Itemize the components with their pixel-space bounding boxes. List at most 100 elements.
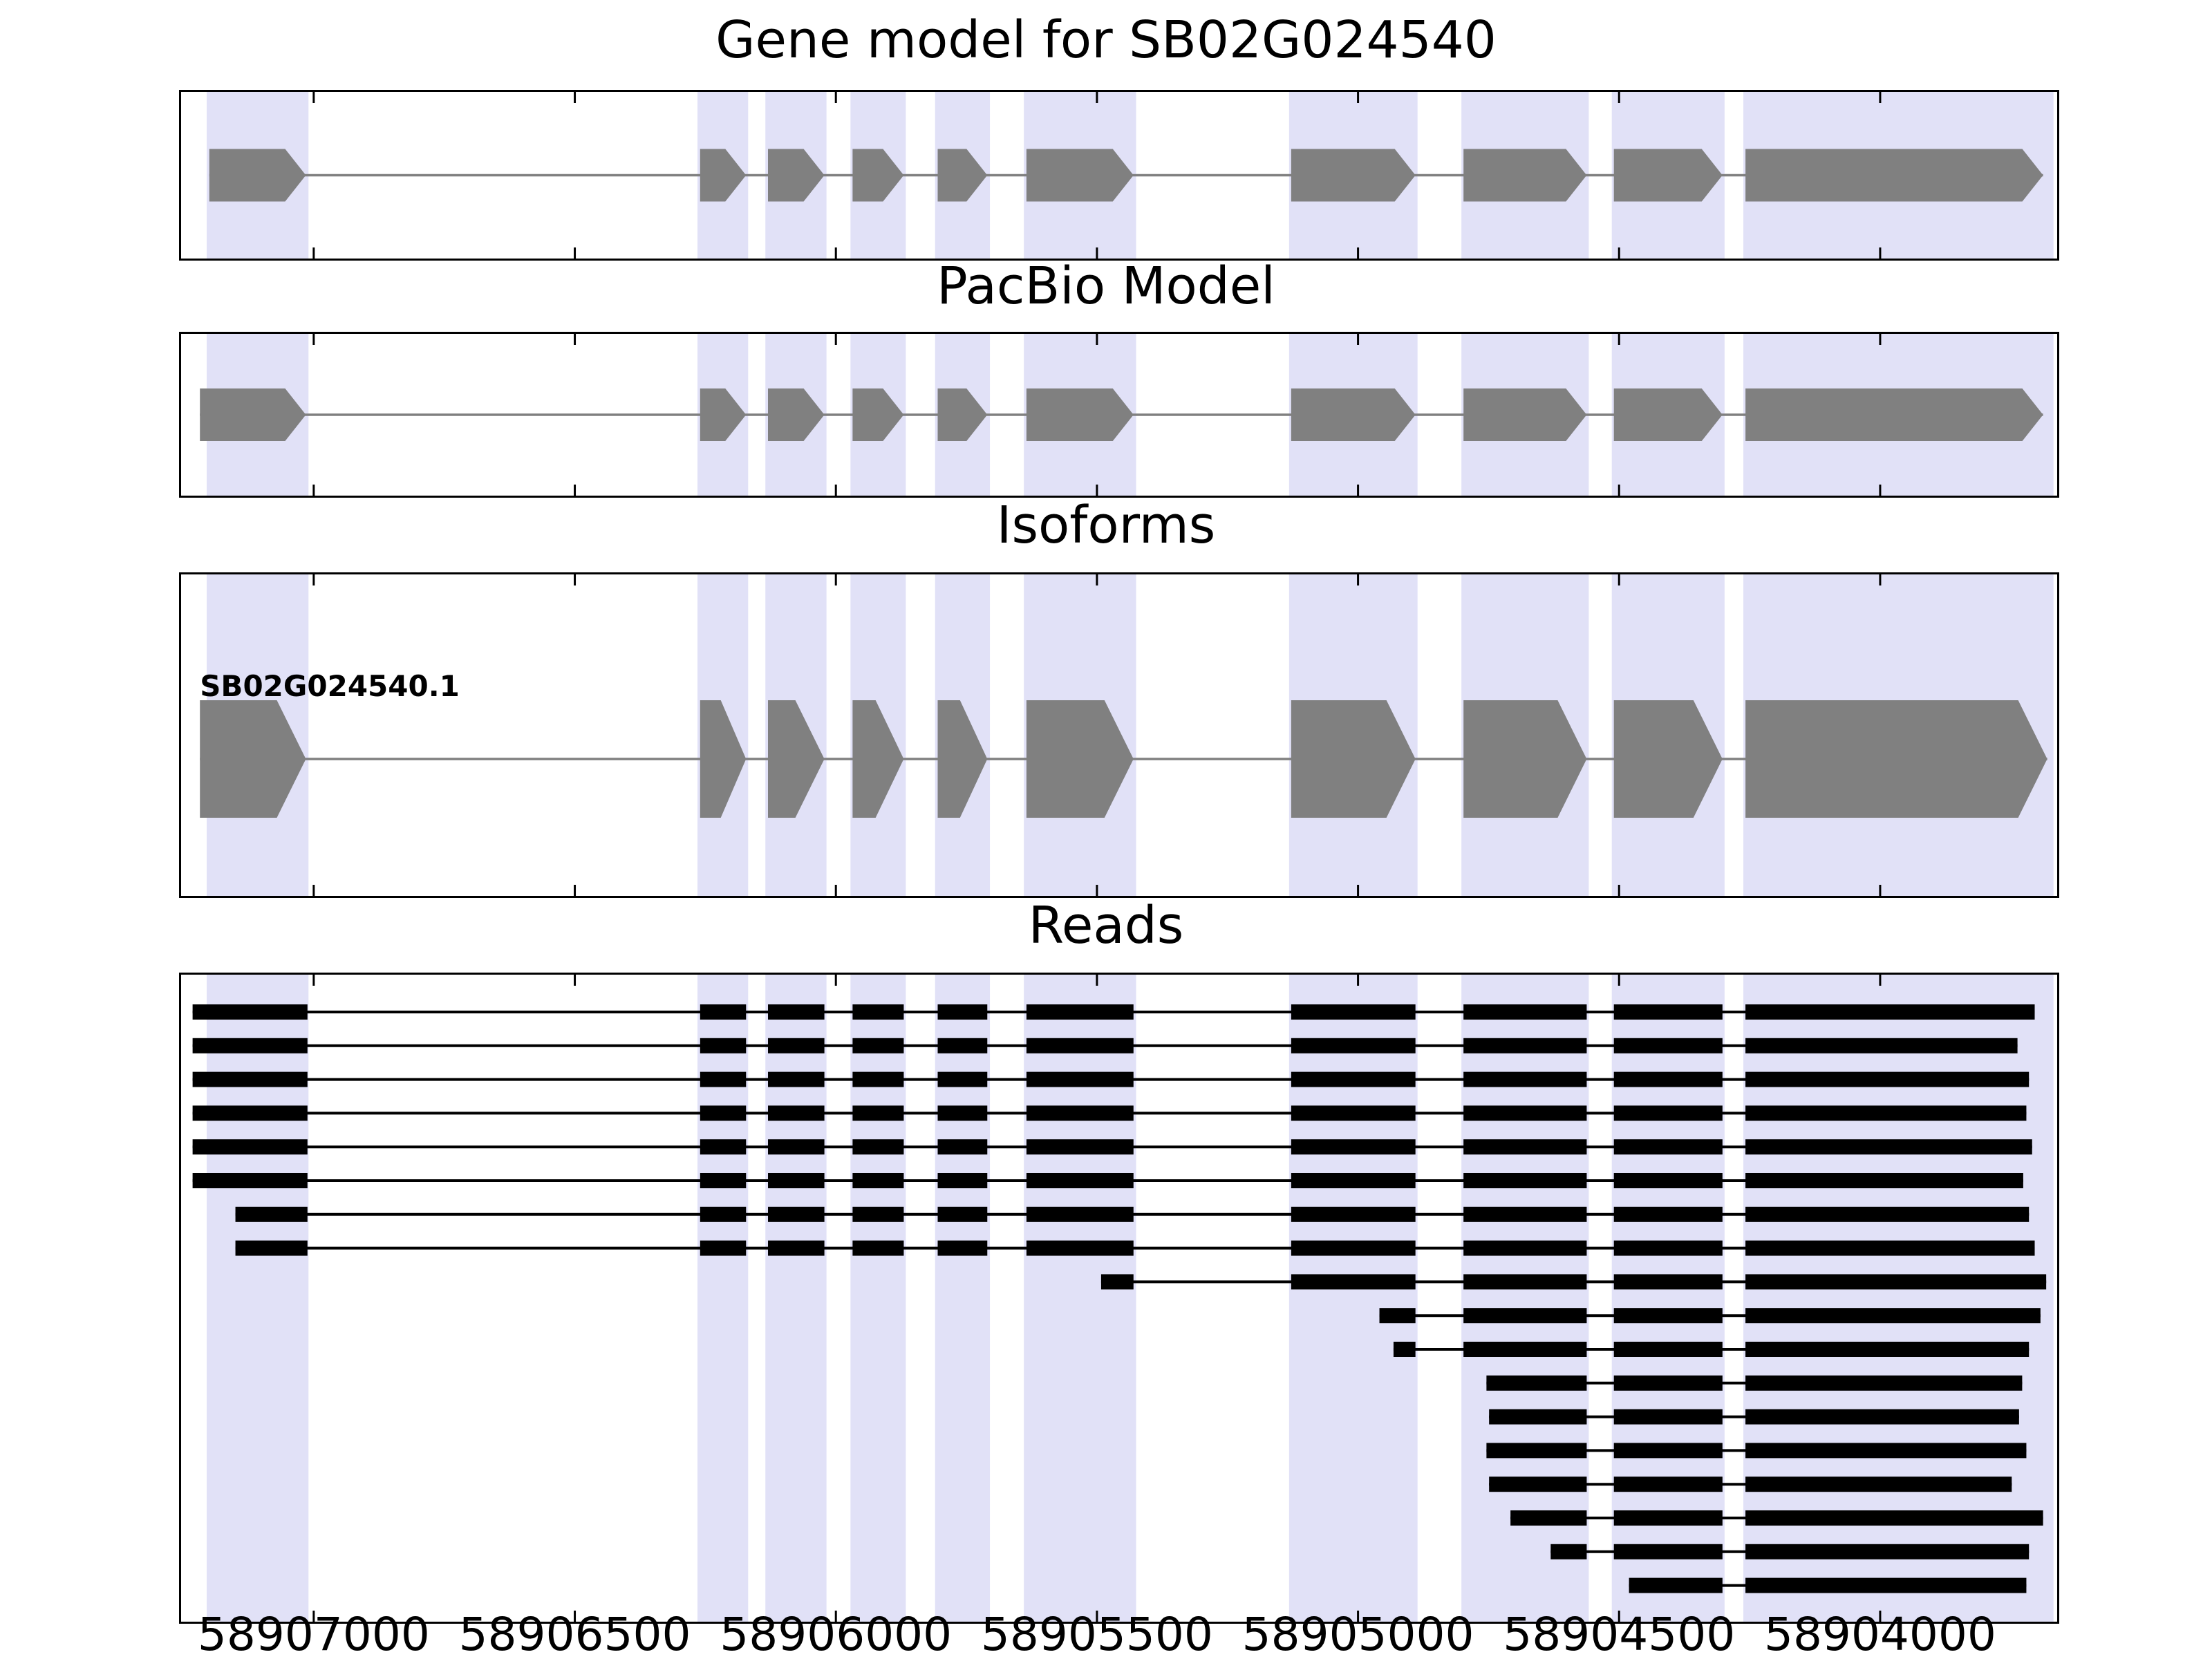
exon-shape	[1291, 388, 1416, 441]
read-exon-block	[1463, 1342, 1587, 1357]
read-exon-block	[1745, 1477, 2012, 1492]
read-exon-block	[768, 1105, 825, 1121]
read-exon-block	[1291, 1071, 1416, 1087]
read-exon-block	[1463, 1206, 1587, 1222]
read-exon-block	[1026, 1139, 1134, 1155]
panel-title-gene-model: Gene model for SB02G024540	[715, 10, 1497, 70]
read-exon-block	[192, 1004, 308, 1020]
read-exon-block	[700, 1105, 747, 1121]
read-exon-block	[1613, 1071, 1723, 1087]
exon-shape	[852, 149, 904, 202]
read-exon-block	[1026, 1105, 1134, 1121]
read-exon-block	[1613, 1274, 1723, 1290]
read-exon-block	[1613, 1510, 1723, 1526]
read-exon-block	[192, 1105, 308, 1121]
read-exon-block	[192, 1139, 308, 1155]
read-exon-block	[1291, 1038, 1416, 1053]
read-exon-block	[937, 1240, 988, 1256]
highlight-band	[1288, 975, 1418, 1622]
exon-shape	[768, 700, 825, 818]
pacbio-model-plot	[200, 334, 2054, 496]
exon-shape	[1463, 700, 1587, 818]
read-exon-block	[235, 1240, 308, 1256]
highlight-band	[935, 975, 991, 1622]
read-exon-block	[1613, 1544, 1723, 1559]
read-exon-block	[1291, 1206, 1416, 1222]
read-exon-block	[1613, 1206, 1723, 1222]
read-exon-block	[1463, 1071, 1587, 1087]
read-exon-block	[852, 1105, 904, 1121]
exon-shape	[1463, 149, 1587, 202]
read-exon-block	[1393, 1342, 1416, 1357]
read-exon-block	[1745, 1510, 2043, 1526]
read-exon-block	[1745, 1206, 2030, 1222]
read-exon-block	[1291, 1274, 1416, 1290]
panel-pacbio-model	[179, 332, 2059, 498]
x-tick-label: 58905500	[980, 1608, 1213, 1659]
read-exon-block	[1745, 1308, 2041, 1324]
exon-shape	[200, 700, 306, 818]
read-exon-block	[852, 1038, 904, 1053]
exon-shape	[1745, 700, 2047, 818]
read-exon-block	[1745, 1071, 2030, 1087]
exon-shape	[1291, 149, 1416, 202]
read-exon-block	[1745, 1342, 2030, 1357]
read-exon-block	[1291, 1004, 1416, 1020]
read-exon-block	[852, 1206, 904, 1222]
x-tick-label: 58907000	[197, 1608, 430, 1659]
x-tick-label: 58904000	[1763, 1608, 1996, 1659]
read-exon-block	[1613, 1105, 1723, 1121]
read-exon-block	[768, 1038, 825, 1053]
read-exon-block	[1463, 1274, 1587, 1290]
read-exon-block	[768, 1071, 825, 1087]
read-exon-block	[768, 1004, 825, 1020]
exon-shape	[1745, 388, 2043, 441]
read-exon-block	[768, 1139, 825, 1155]
read-exon-block	[1379, 1308, 1416, 1324]
read-exon-block	[937, 1139, 988, 1155]
panel-reads	[179, 973, 2059, 1624]
read-exon-block	[700, 1038, 747, 1053]
read-exon-block	[1463, 1173, 1587, 1188]
read-exon-block	[1463, 1038, 1587, 1053]
read-exon-block	[700, 1240, 747, 1256]
read-exon-block	[1026, 1206, 1134, 1222]
read-exon-block	[1745, 1375, 2023, 1391]
read-exon-block	[768, 1173, 825, 1188]
read-exon-block	[1291, 1173, 1416, 1188]
read-exon-block	[1489, 1409, 1587, 1425]
read-exon-block	[1291, 1105, 1416, 1121]
read-exon-block	[852, 1071, 904, 1087]
panel-title-reads: Reads	[1028, 896, 1184, 955]
read-exon-block	[852, 1139, 904, 1155]
read-exon-block	[1613, 1409, 1723, 1425]
read-exon-block	[1026, 1004, 1134, 1020]
read-exon-block	[1613, 1342, 1723, 1357]
read-exon-block	[1745, 1443, 2027, 1459]
exon-shape	[200, 388, 306, 441]
read-exon-block	[1463, 1139, 1587, 1155]
read-exon-block	[1745, 1240, 2035, 1256]
read-exon-block	[1745, 1173, 2023, 1188]
read-exon-block	[192, 1173, 308, 1188]
read-exon-block	[1613, 1477, 1723, 1492]
read-exon-block	[700, 1173, 747, 1188]
read-exon-block	[1745, 1105, 2027, 1121]
read-exon-block	[852, 1173, 904, 1188]
read-exon-block	[1745, 1004, 2035, 1020]
gene-model-plot	[207, 92, 2054, 259]
highlight-band	[207, 975, 309, 1622]
read-exon-block	[700, 1071, 747, 1087]
read-exon-block	[1613, 1173, 1723, 1188]
x-tick-label: 58906500	[458, 1608, 691, 1659]
exon-shape	[937, 700, 988, 818]
panel-title-pacbio-model: PacBio Model	[937, 256, 1275, 316]
read-exon-block	[852, 1004, 904, 1020]
read-exon-block	[1486, 1443, 1587, 1459]
exon-shape	[937, 149, 988, 202]
read-exon-block	[1745, 1038, 2018, 1053]
read-exon-block	[1026, 1240, 1134, 1256]
read-exon-block	[937, 1004, 988, 1020]
panel-gene-model	[179, 90, 2059, 261]
exon-shape	[700, 388, 747, 441]
